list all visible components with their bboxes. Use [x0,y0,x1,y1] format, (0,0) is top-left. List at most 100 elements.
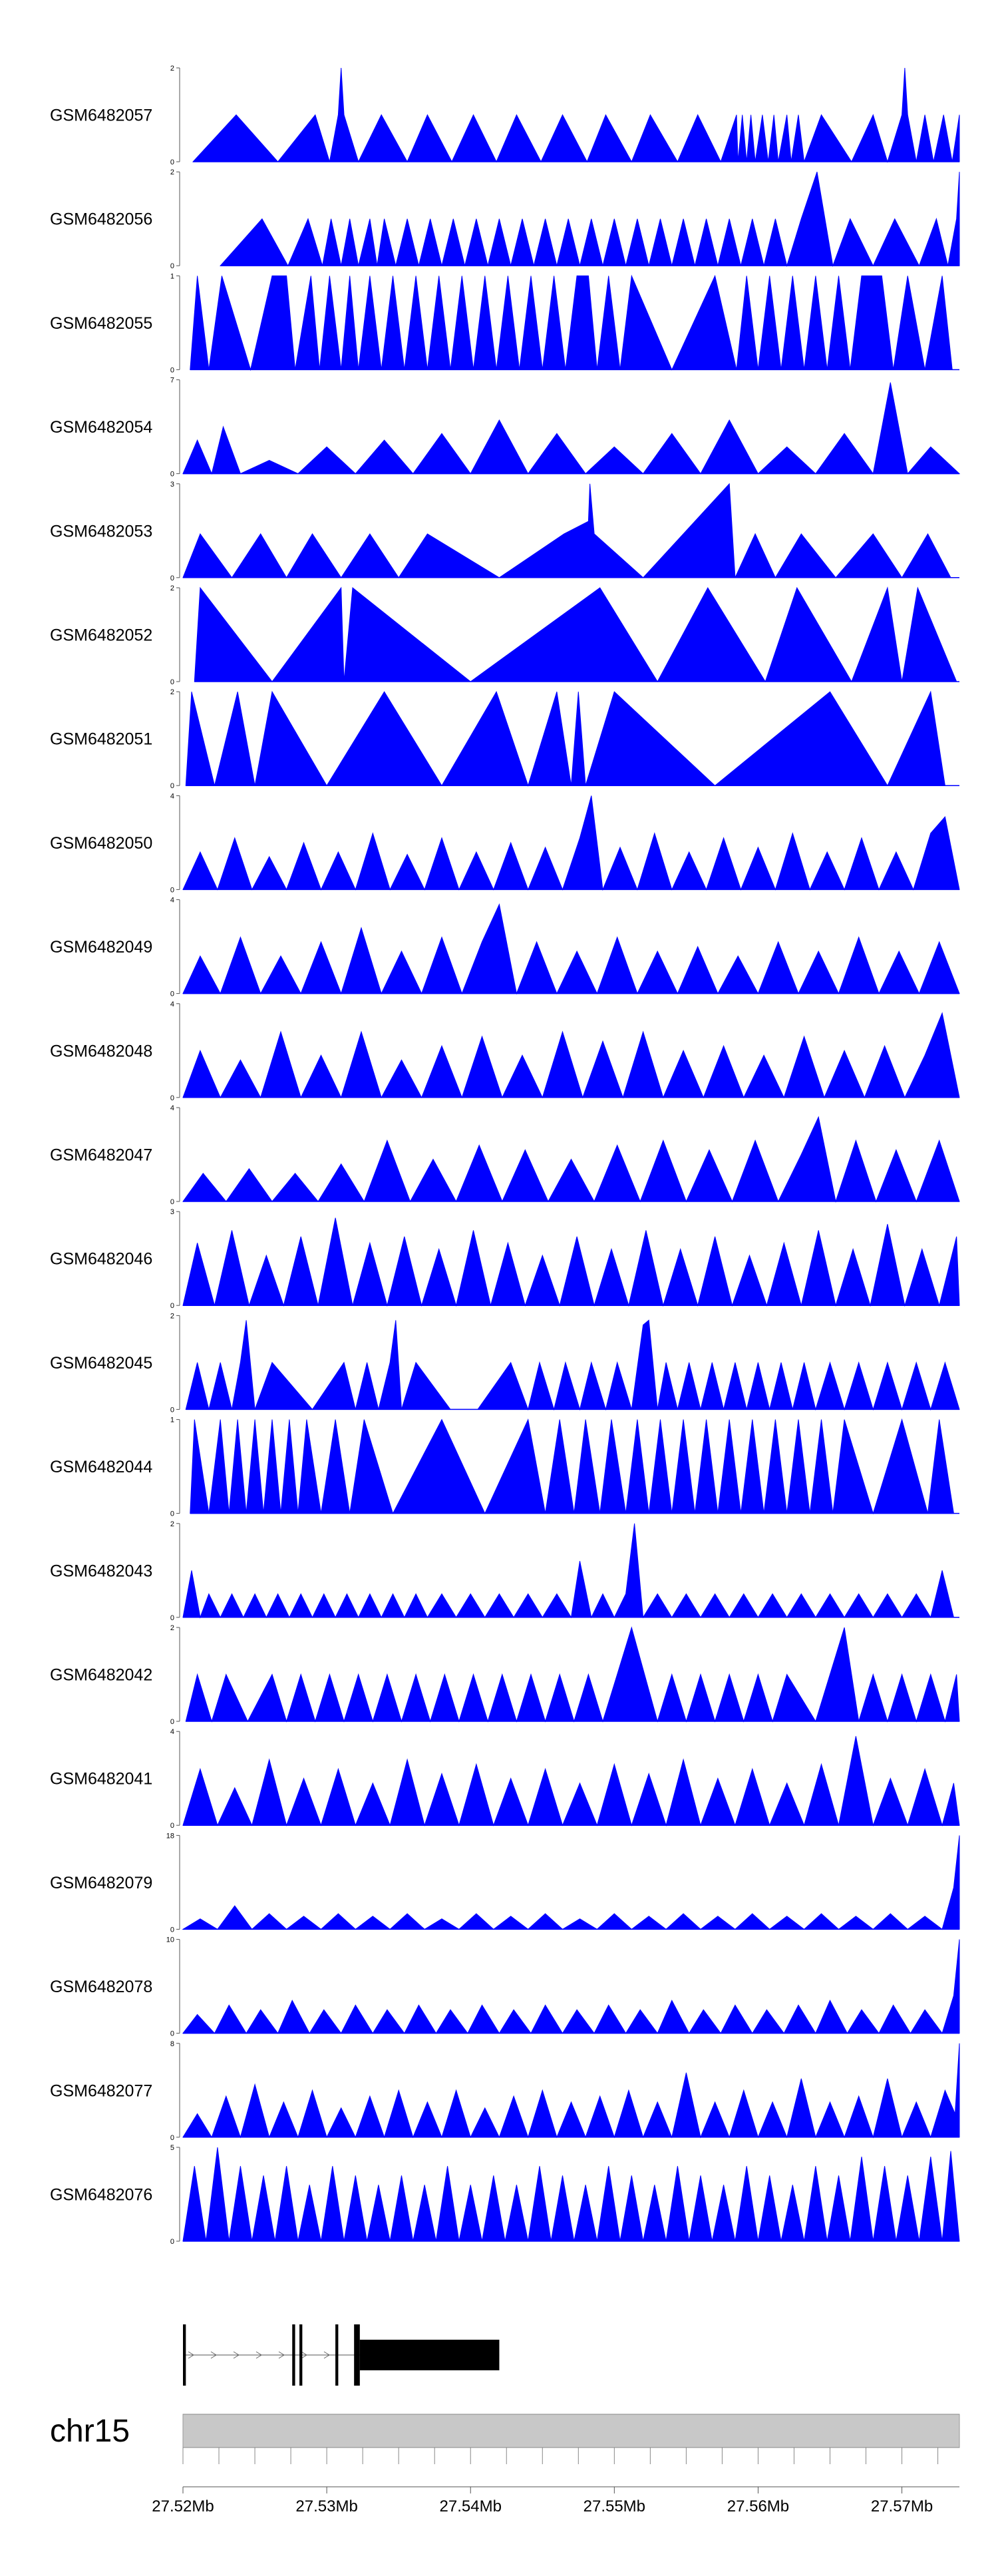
y-tick-label: 0 [170,1094,174,1102]
track-label: GSM6482055 [50,314,152,333]
track-label: GSM6482045 [50,1354,152,1373]
track: GSM6482046 3 0 [50,1208,960,1310]
exon-block [354,2324,360,2386]
gene-model [183,2324,500,2386]
cds-block [359,2340,500,2370]
track: GSM6482047 4 0 [50,1104,960,1206]
track: GSM6482042 2 0 [50,1624,960,1726]
y-tick-label: 0 [170,366,174,374]
coverage-area [182,1939,960,2034]
track: GSM6482054 7 0 [50,377,961,479]
genome-axis-label: 27.55Mb [583,2497,645,2515]
coverage-area [185,1319,960,1411]
coverage-area [185,1626,960,1723]
coverage-area [182,903,960,995]
y-tick-label: 7 [170,377,174,385]
y-tick-label: 0 [170,1822,174,1830]
y-tick-label: 0 [170,2238,174,2246]
track-label: GSM6482054 [50,418,152,437]
exon-block [335,2324,339,2386]
track-label: GSM6482077 [50,2081,152,2100]
coverage-area [190,1418,954,1515]
coverage-area [182,1835,960,1930]
coverage-area [182,1012,960,1099]
y-tick-label: 0 [170,782,174,790]
y-tick-label: 0 [170,471,174,479]
track-label: GSM6482046 [50,1250,152,1269]
chromosome-label: chr15 [50,2414,130,2449]
coverage-area [190,274,953,371]
y-tick-label: 2 [170,1520,174,1528]
y-tick-label: 0 [170,1510,174,1518]
y-tick-label: 4 [170,792,174,800]
track-label: GSM6482078 [50,1978,152,1996]
strand-arrow [278,2351,285,2359]
track-label: GSM6482051 [50,730,152,749]
y-tick-label: 0 [170,1406,174,1414]
track: GSM6482044 1 0 [50,1416,959,1518]
chromosome-band [182,2414,960,2448]
y-tick-label: 0 [170,1198,174,1206]
coverage-area [192,67,960,163]
track-label: GSM6482044 [50,1458,152,1476]
y-tick-label: 0 [170,1926,174,1934]
track-label: GSM6482053 [50,522,152,540]
y-tick-label: 5 [170,2144,174,2152]
coverage-area [182,1116,960,1203]
track: GSM6482055 1 0 [50,272,959,374]
y-tick-label: 4 [170,897,174,905]
track: GSM6482043 2 0 [50,1520,959,1622]
track-label: GSM6482057 [50,107,152,125]
track: GSM6482077 8 0 [50,2040,960,2142]
y-tick-label: 4 [170,1104,174,1112]
track: GSM6482079 18 0 [50,1832,960,1934]
coverage-area [182,382,961,475]
y-tick-label: 0 [170,678,174,686]
track-label: GSM6482079 [50,1874,152,1892]
track-label: GSM6482050 [50,834,152,853]
track: GSM6482050 4 0 [50,792,960,894]
exon-block [292,2324,295,2386]
y-tick-label: 4 [170,1728,174,1736]
coverage-area [182,795,960,891]
coverage-area [182,483,951,578]
coverage-area [220,172,960,268]
y-tick-label: 3 [170,481,174,489]
track: GSM6482049 4 0 [50,897,960,998]
exon-block [299,2324,303,2386]
genome-axis-label: 27.56Mb [727,2497,789,2515]
y-tick-label: 0 [170,574,174,582]
track: GSM6482052 2 0 [50,584,959,686]
track-label: GSM6482076 [50,2186,152,2205]
y-tick-label: 0 [170,2134,174,2142]
genome-axis-label: 27.54Mb [440,2497,502,2515]
y-tick-label: 0 [170,886,174,894]
genome-axis-label: 27.57Mb [871,2497,933,2515]
chromosome-ideogram: chr15 27.52Mb 27.53Mb 27.54Mb 27.55Mb 27.56M… [50,2414,960,2515]
track: GSM6482041 4 0 [50,1728,960,1830]
track: GSM6482051 2 0 [50,688,959,790]
y-tick-label: 0 [170,1302,174,1310]
y-tick-label: 2 [170,688,174,696]
y-tick-label: 8 [170,2040,174,2048]
track-label: GSM6482047 [50,1146,152,1165]
track-label: GSM6482042 [50,1666,152,1685]
track-label: GSM6482043 [50,1562,152,1580]
track-label: GSM6482056 [50,210,152,229]
y-tick-label: 0 [170,990,174,998]
strand-arrow [255,2351,262,2359]
track: GSM6482078 10 0 [50,1936,960,2038]
track: GSM6482053 3 0 [50,481,959,582]
coverage-area [182,2147,960,2242]
track: GSM6482045 2 0 [50,1312,960,1414]
strand-arrow [188,2351,194,2359]
y-tick-label: 4 [170,1000,174,1008]
coverage-area [185,690,945,787]
y-tick-label: 2 [170,1624,174,1632]
y-tick-label: 0 [170,1614,174,1622]
coverage-area [182,2043,960,2139]
strand-arrow [301,2351,307,2359]
track: GSM6482056 2 0 [50,168,960,270]
exon-block [183,2324,186,2386]
